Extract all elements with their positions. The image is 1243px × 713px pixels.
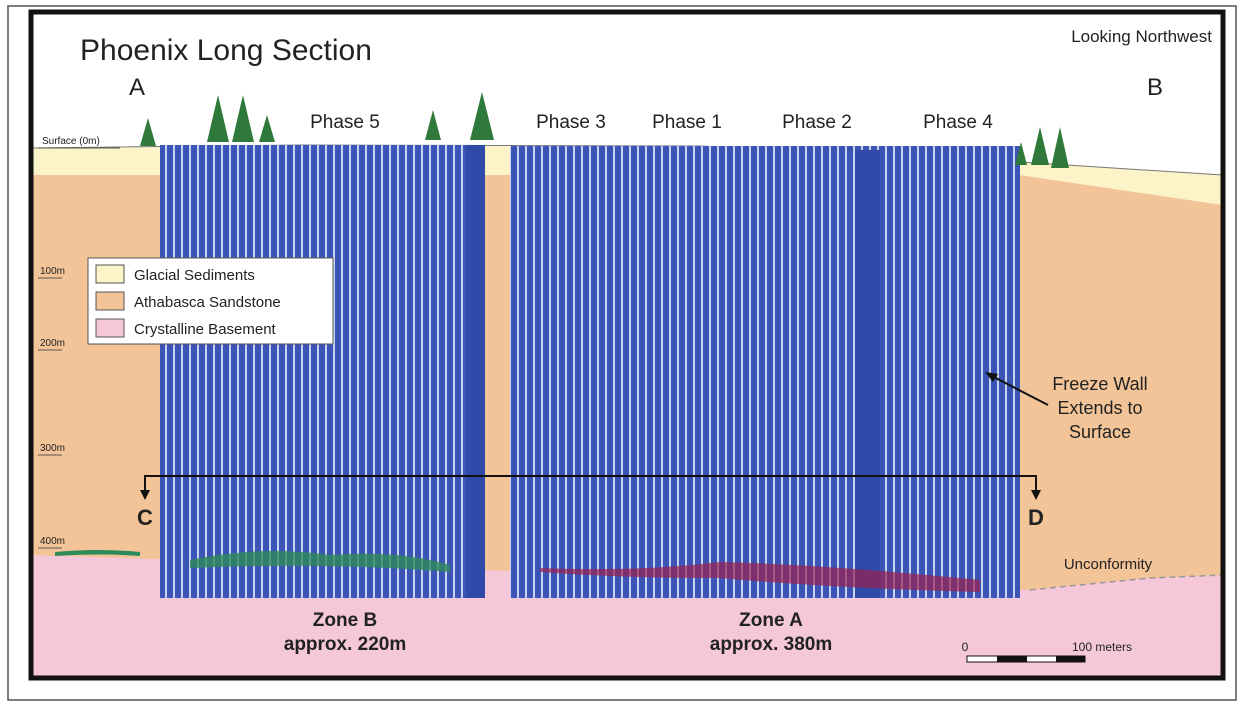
outer-border — [7, 5, 1237, 701]
note: Surface — [1069, 422, 1131, 442]
section-end: A — [129, 74, 145, 101]
zone-name: Zone B — [313, 610, 377, 631]
title: Phoenix Long Section — [80, 34, 372, 67]
depth-ticks — [38, 147, 120, 549]
cut-end: C — [137, 505, 153, 530]
phase-label: Phase 4 — [923, 112, 993, 133]
orientation: Looking Northwest — [1071, 27, 1212, 46]
phase-label: Phase 3 — [536, 112, 606, 133]
phase-label: Phase 5 — [310, 112, 380, 133]
section-end: B — [1147, 74, 1163, 101]
unconformity-line — [1029, 574, 1224, 591]
legend-label: Glacial Sediments — [134, 267, 255, 284]
phase-label: Phase 2 — [782, 112, 852, 133]
frame — [28, 9, 1226, 681]
section-line — [144, 475, 1037, 495]
depth-label: 200m — [40, 338, 65, 349]
ore-zone — [540, 562, 980, 592]
scale-label: 0 — [962, 640, 969, 654]
arrow — [989, 374, 1049, 406]
depth-label: 400m — [40, 536, 65, 547]
trees — [140, 92, 1069, 168]
legend-label: Crystalline Basement — [134, 321, 277, 338]
zone-name: Zone A — [739, 610, 803, 631]
depth-label: Surface (0m) — [42, 136, 100, 147]
ore-zone — [190, 551, 450, 572]
freeze-wall — [855, 150, 880, 598]
depth-label: 100m — [40, 266, 65, 277]
scale-bar — [966, 655, 1086, 663]
note: Freeze Wall — [1052, 374, 1147, 394]
zone-width: approx. 380m — [710, 634, 833, 655]
ore-zone — [55, 550, 140, 556]
arrow-head — [985, 372, 998, 382]
unconformity-label: Unconformity — [1064, 556, 1153, 573]
legend: Glacial Sediments Athabasca Sandstone Cr… — [87, 257, 334, 345]
cut-end: D — [1028, 505, 1044, 530]
freeze-pipes — [160, 145, 485, 598]
legend-label: Athabasca Sandstone — [134, 294, 281, 311]
depth-label: 300m — [40, 443, 65, 454]
phase-label: Phase 1 — [652, 112, 722, 133]
zone-width: approx. 220m — [284, 634, 407, 655]
scale-label: 100 meters — [1072, 640, 1132, 654]
freeze-wall — [466, 145, 485, 598]
freeze-pipes — [510, 146, 1020, 598]
note: Extends to — [1057, 398, 1142, 418]
